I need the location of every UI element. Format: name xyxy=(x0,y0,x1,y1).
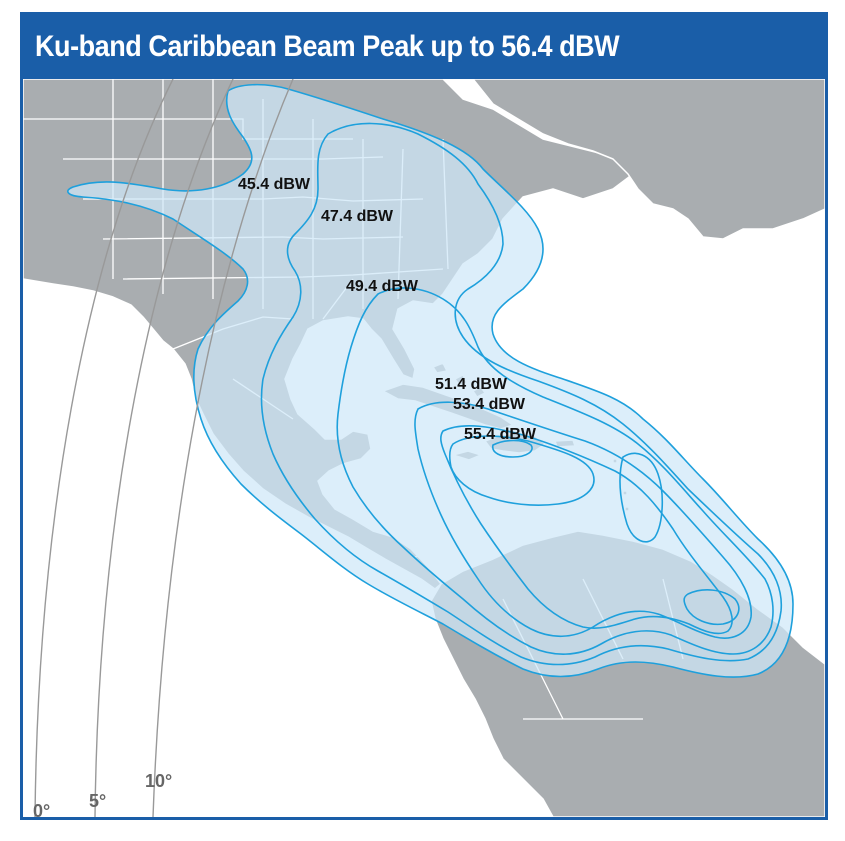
contour-label-45-4: 45.4 dBW xyxy=(238,176,311,193)
contour-49-4 xyxy=(336,287,774,655)
map-title: Ku-band Caribbean Beam Peak up to 56.4 d… xyxy=(35,30,620,63)
elevation-arc-10 xyxy=(152,79,294,817)
contour-label-49-4: 49.4 dBW xyxy=(346,278,419,295)
elevation-label-5: 5° xyxy=(89,791,106,811)
elevation-arcs xyxy=(34,79,294,817)
elevation-label-0: 0° xyxy=(33,801,50,817)
contour-label-55-4: 55.4 dBW xyxy=(464,426,537,443)
contour-51-4 xyxy=(414,401,752,639)
contour-55-4-peak xyxy=(491,439,533,458)
beam-footprint-fill xyxy=(67,84,793,678)
contour-label-53-4: 53.4 dBW xyxy=(453,396,526,413)
contour-label-47-4: 47.4 dBW xyxy=(321,208,394,225)
title-bar: Ku-band Caribbean Beam Peak up to 56.4 d… xyxy=(23,15,825,79)
contour-lines xyxy=(67,83,794,678)
map-frame: Ku-band Caribbean Beam Peak up to 56.4 d… xyxy=(20,12,828,820)
contour-53-4 xyxy=(440,424,733,635)
contour-label-51-4: 51.4 dBW xyxy=(435,376,508,393)
contour-47-4 xyxy=(260,122,783,666)
contour-55-4-west xyxy=(448,435,595,506)
elevation-label-10: 10° xyxy=(145,771,172,791)
elevation-arc-0 xyxy=(34,79,174,817)
coverage-map: 45.4 dBW 47.4 dBW 49.4 dBW 51.4 dBW 53.4… xyxy=(23,79,825,817)
elevation-arc-5 xyxy=(94,79,234,817)
contour-55-4-southeast xyxy=(683,589,740,626)
land-canada xyxy=(472,79,825,240)
contour-45-4 xyxy=(67,83,794,678)
contour-55-4-east xyxy=(619,452,664,543)
